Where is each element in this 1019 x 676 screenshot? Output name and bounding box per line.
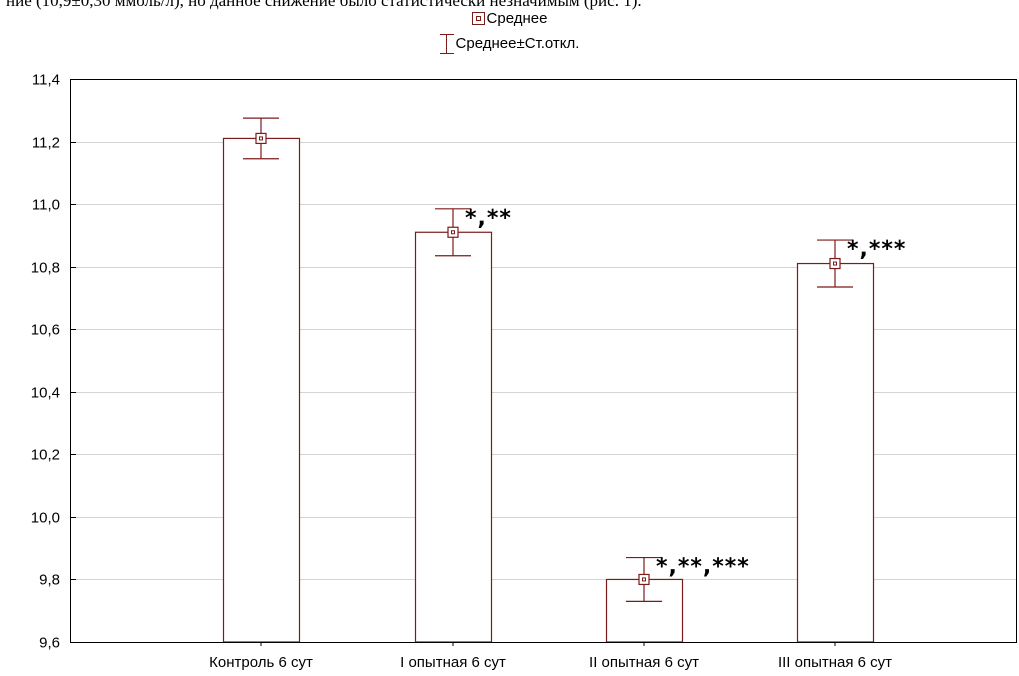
mean-marker-dot <box>833 261 837 266</box>
mean-marker <box>638 573 650 586</box>
y-tick-label: 10,8 <box>31 260 60 277</box>
significance-label: *,** <box>465 206 512 231</box>
legend-item-sd: Среднее±Ст.откл. <box>0 34 1019 54</box>
caption-text-fragment: ние (10,9±0,30 ммоль/л), но данное сниже… <box>6 0 642 10</box>
x-category-label: II опытная 6 сут <box>589 654 699 671</box>
significance-label: *,*** <box>847 237 906 262</box>
bar-group <box>222 117 301 643</box>
y-tick-label: 11,4 <box>32 72 60 89</box>
y-tick-label: 10,4 <box>31 385 60 402</box>
error-bar-icon <box>439 34 454 54</box>
mean-marker <box>447 226 459 238</box>
y-tick-label: 11,0 <box>32 197 60 214</box>
legend-mean-label: Среднее <box>486 10 548 27</box>
x-category-label: Контроль 6 сут <box>209 654 313 671</box>
y-tick-label: 11,2 <box>32 135 60 152</box>
mean-marker-dot <box>642 577 646 582</box>
bar-group: *,*** <box>796 237 906 643</box>
y-tick-label: 10,0 <box>31 510 60 527</box>
gridlines <box>70 142 1017 580</box>
y-axis-ticks: 9,6 9,8 10,0 10,2 10,4 10,6 10,8 11,0 11,2 11,4 <box>31 72 76 652</box>
mean-marker-icon <box>471 11 485 25</box>
plot-border <box>70 79 1017 643</box>
mean-marker-dot <box>259 136 263 141</box>
y-tick-label: 10,2 <box>31 447 60 464</box>
y-tick-label: 9,6 <box>39 635 60 652</box>
mean-marker <box>255 132 267 145</box>
x-category-label: I опытная 6 сут <box>400 654 506 671</box>
significance-label: *,**,*** <box>656 555 750 580</box>
bar <box>222 137 301 643</box>
x-axis-labels: Контроль 6 сут I опытная 6 сут II опытная … <box>209 642 892 671</box>
bar <box>796 262 875 643</box>
y-tick-label: 9,8 <box>39 572 60 589</box>
mean-marker <box>829 257 841 270</box>
bar-group: *,**,*** <box>605 555 750 643</box>
legend-item-mean: Среднее <box>0 10 1019 27</box>
plot-frame <box>70 79 1017 643</box>
y-tick-label: 10,6 <box>31 322 60 339</box>
x-category-label: III опытная 6 сут <box>778 654 892 671</box>
bars: *,** *,**,*** *,*** <box>222 117 906 643</box>
bar <box>414 231 493 643</box>
mean-marker-dot <box>451 230 455 235</box>
legend-sd-label: Среднее±Ст.откл. <box>455 34 580 52</box>
bar-group: *,** <box>414 206 512 643</box>
